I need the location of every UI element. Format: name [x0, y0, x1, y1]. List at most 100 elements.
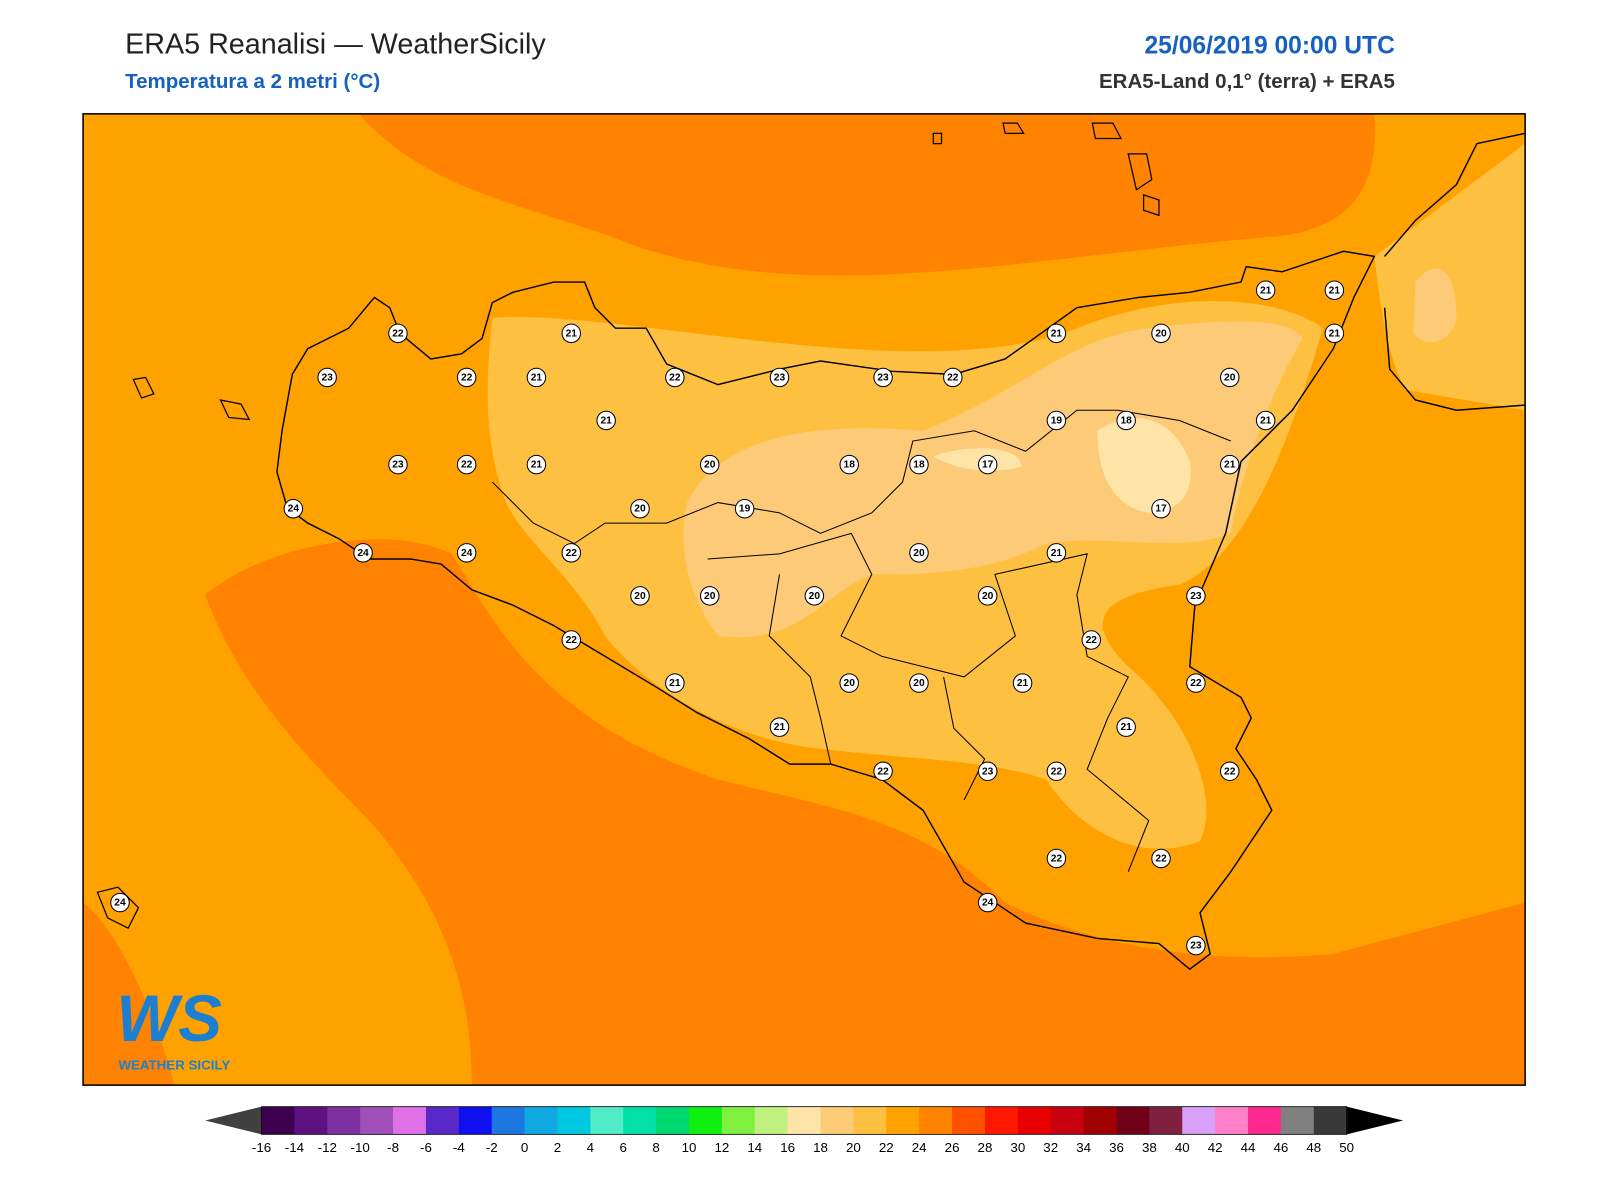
station-marker: [1324, 280, 1345, 300]
station-marker: [561, 543, 582, 563]
station-marker: [1219, 761, 1240, 782]
colorbar-bin: [984, 1106, 1019, 1135]
station-marker: [1116, 717, 1136, 737]
station-value: 21: [1120, 722, 1132, 733]
station-marker: [700, 454, 720, 475]
station-value: 20: [844, 678, 856, 689]
colorbar: -16 -14 -12 -10 -8 -6 -4 -2 0 2 4 6 8 10 12 14 16 18 20 22 2…: [205, 1106, 1404, 1155]
station-value: 24: [114, 898, 126, 909]
station-value: 20: [913, 548, 925, 559]
colorbar-bin: [327, 1106, 361, 1135]
station-marker: [526, 367, 547, 388]
colorbar-bin: [820, 1106, 854, 1135]
station-value: 22: [1051, 766, 1063, 777]
colorbar-bin: [1280, 1106, 1315, 1135]
colorbar-tick-label: 4: [587, 1140, 595, 1155]
colorbar-bin: [425, 1106, 460, 1135]
station-marker: [1151, 498, 1171, 519]
station-value: 20: [1224, 372, 1236, 383]
colorbar-tick-label: 2: [554, 1140, 561, 1155]
station-marker: [769, 367, 790, 388]
station-marker: [1255, 410, 1276, 431]
colorbar-tick-label: 24: [912, 1140, 927, 1155]
colorbar-under: [205, 1106, 262, 1135]
colorbar-tick-label: 16: [780, 1140, 795, 1155]
field: [933, 448, 1021, 471]
colorbar-tick-label: 14: [747, 1140, 762, 1155]
station-value: 23: [321, 372, 333, 383]
coastline: [1383, 132, 1526, 411]
field: [1374, 143, 1526, 411]
station-value: 22: [1224, 766, 1236, 777]
station-marker: [769, 717, 790, 737]
colorbar-tick-label: 42: [1208, 1140, 1223, 1155]
station-marker: [1151, 848, 1171, 869]
colorbar-tick-label: 22: [879, 1140, 894, 1155]
colorbar-tick-label: 48: [1306, 1140, 1321, 1155]
station-marker: [1046, 543, 1067, 563]
station-marker: [1046, 410, 1067, 431]
station-value: 22: [669, 372, 681, 383]
colorbar-bin: [1215, 1106, 1249, 1135]
station-marker: [630, 498, 650, 519]
station-value: 23: [982, 766, 994, 777]
colorbar-bin: [721, 1106, 756, 1135]
colorbar-tick-label: -4: [453, 1140, 465, 1155]
colorbar-bin: [393, 1106, 427, 1135]
colorbar-bin: [1050, 1106, 1085, 1135]
colorbar-tick-label: 18: [813, 1140, 828, 1155]
station-value: 18: [844, 460, 856, 471]
station-value: 21: [1051, 328, 1063, 339]
station-marker: [561, 323, 582, 344]
field: [205, 539, 1526, 1086]
colorbar-tick-label: -6: [420, 1140, 432, 1155]
colorbar-tick-label: -16: [252, 1140, 271, 1155]
station-value: 22: [1190, 678, 1202, 689]
station-marker: [734, 498, 755, 519]
station-value: 21: [1260, 416, 1272, 427]
station-value: 20: [1155, 328, 1167, 339]
title: ERA5 Reanalisi — WeatherSicily: [125, 28, 546, 60]
station-value: 21: [531, 372, 543, 383]
colorbar-bin: [1083, 1106, 1118, 1135]
station-value: 18: [1120, 416, 1132, 427]
station-value: 24: [288, 504, 300, 515]
station-value: 19: [739, 504, 751, 515]
colorbar-bin: [1017, 1106, 1052, 1135]
station-value: 21: [1051, 548, 1063, 559]
station-value: 20: [634, 504, 646, 515]
colorbar-bin: [919, 1106, 953, 1135]
colorbar-bin: [590, 1106, 624, 1135]
colorbar-tick-label: 10: [682, 1140, 697, 1155]
station-marker: [1219, 454, 1240, 475]
station-value: 24: [357, 548, 369, 559]
field: [83, 902, 175, 1086]
colorbar-bin: [294, 1106, 328, 1135]
station-marker: [1186, 586, 1206, 606]
colorbar-bin: [787, 1106, 822, 1135]
station-value: 24: [982, 898, 994, 909]
station-value: 23: [1190, 941, 1202, 952]
station-value: 23: [1190, 591, 1202, 602]
station-marker: [388, 454, 408, 475]
station-marker: [388, 323, 408, 344]
station-marker: [283, 498, 304, 519]
station-marker: [1151, 323, 1171, 344]
colorbar-tick-label: 46: [1273, 1140, 1288, 1155]
station-value: 17: [982, 460, 994, 471]
map-frame: [82, 113, 1526, 1086]
colorbar-tick-label: 50: [1339, 1140, 1354, 1155]
field: [1097, 417, 1191, 513]
colorbar-tick-label: 36: [1109, 1140, 1124, 1155]
station-value: 22: [1155, 853, 1167, 864]
station-value: 22: [1051, 853, 1063, 864]
station-marker: [665, 673, 685, 693]
colorbar-bin: [1182, 1106, 1216, 1135]
station-marker: [456, 454, 477, 475]
colorbar-bin: [491, 1106, 526, 1135]
station-value: 21: [1329, 328, 1341, 339]
logo-name: WEATHER SICILY: [118, 1058, 230, 1073]
colorbar-bin: [1116, 1106, 1150, 1135]
colorbar-bin: [261, 1106, 295, 1135]
